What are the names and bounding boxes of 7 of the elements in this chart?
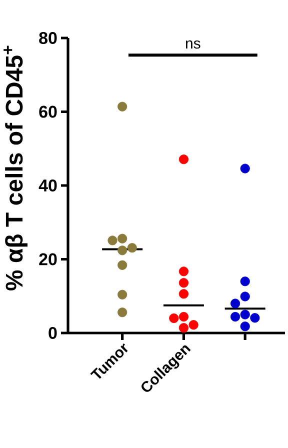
- y-tick-label: 60: [39, 106, 57, 118]
- annotation: ns: [186, 40, 200, 49]
- y-axis-title: % αβ T cells of CD45$^{+}$: [4, 46, 28, 290]
- y-tick-label: 80: [39, 32, 57, 44]
- y-tick-label: 20: [39, 253, 57, 266]
- y-tick-label: 0: [48, 326, 57, 340]
- y-tick-label: 40: [38, 179, 57, 192]
